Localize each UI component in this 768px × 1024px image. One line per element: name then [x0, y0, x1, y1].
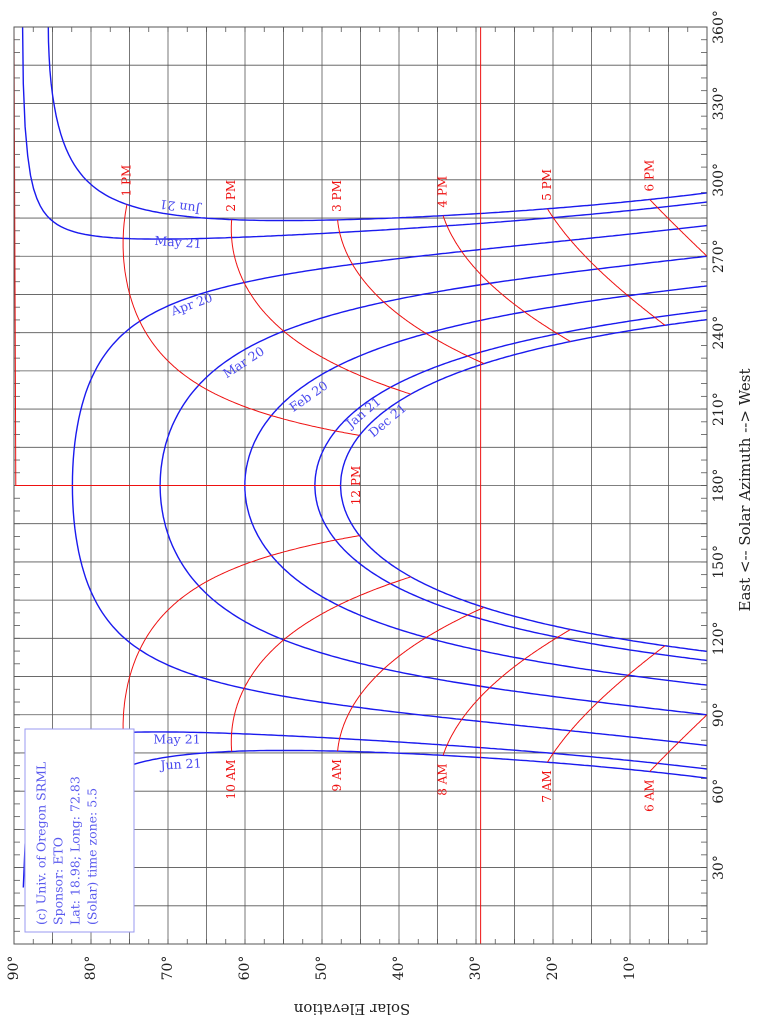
hour-line	[546, 208, 666, 326]
date-curve-jun21	[47, 26, 708, 222]
azimuth-tick-label: 150°	[711, 545, 727, 579]
date-label-mar20: Mar 20	[220, 343, 267, 381]
hour-line	[442, 215, 571, 342]
azimuth-tick-label: 90°	[711, 702, 727, 727]
plot-frame	[13, 26, 708, 945]
date-label-jun21-bottom: Jun 21	[158, 755, 202, 772]
azimuth-tick-label: 300°	[711, 163, 727, 197]
credit-line-4: (Solar) time zone: 5.5	[85, 788, 100, 925]
hour-line	[122, 535, 360, 767]
hour-label: 10 AM	[224, 759, 238, 799]
date-label-jun21-top: Jun 21	[159, 197, 204, 218]
date-label-may21-bottom: May 21	[153, 732, 200, 747]
elevation-tick-label: 50°	[314, 956, 330, 981]
date-curve-may21	[21, 26, 708, 240]
azimuth-tick-label: 270°	[711, 239, 727, 273]
date-label-may21-top: May 21	[154, 233, 202, 251]
hour-line	[546, 645, 666, 763]
hour-line	[337, 606, 485, 752]
azimuth-tick-label: 240°	[711, 316, 727, 350]
azimuth-axis-title: East <-- Solar Azimuth --> West	[736, 369, 754, 612]
hour-line	[230, 219, 411, 395]
hour-line	[649, 199, 708, 257]
elevation-axis-title: Solar Elevation	[293, 1000, 410, 1018]
azimuth-tick-label: 210°	[711, 392, 727, 426]
hour-label: 7 AM	[540, 770, 554, 802]
elevation-tick-label: 10°	[622, 956, 638, 981]
hour-line	[122, 204, 360, 436]
azimuth-tick-label: 30°	[711, 855, 727, 880]
azimuth-tick-label: 60°	[711, 779, 727, 804]
hour-label: 12 PM	[349, 466, 363, 505]
date-curve-jun21	[47, 749, 708, 930]
date-curve-may21	[22, 731, 708, 888]
hour-label: 5 PM	[540, 169, 554, 201]
credit-line-1: (c) Univ. of Oregon SRML	[34, 762, 49, 925]
credit-box: (c) Univ. of Oregon SRML Sponsor: ETO La…	[24, 728, 135, 933]
hour-label: 9 AM	[330, 759, 344, 791]
azimuth-tick-label: 360°	[711, 10, 727, 44]
elevation-tick-label: 90°	[6, 956, 22, 981]
hour-label: 1 PM	[119, 165, 133, 197]
azimuth-tick-label: 120°	[711, 621, 727, 655]
hour-line	[337, 219, 485, 365]
hour-line	[13, 26, 341, 486]
hour-line	[649, 714, 708, 772]
elevation-tick-label: 70°	[160, 956, 176, 981]
azimuth-tick-label: 330°	[711, 87, 727, 121]
elevation-tick-label: 20°	[545, 956, 561, 981]
elevation-tick-label: 40°	[391, 956, 407, 981]
hour-label: 8 AM	[436, 763, 450, 795]
hour-label: 6 AM	[642, 780, 656, 812]
elevation-tick-label: 60°	[237, 956, 253, 981]
date-label-apr20: Apr 20	[168, 290, 214, 319]
hour-label: 3 PM	[330, 180, 344, 212]
hour-label: 4 PM	[436, 176, 450, 208]
elevation-tick-label: 80°	[83, 956, 99, 981]
credit-line-3: Lat: 18.98; Long: 72.83	[68, 776, 83, 925]
azimuth-tick-label: 180°	[711, 469, 727, 503]
hour-label: 2 PM	[224, 180, 238, 212]
credit-line-2: Sponsor: ETO	[51, 837, 66, 925]
hour-line	[230, 576, 411, 752]
elevation-tick-label: 30°	[468, 956, 484, 981]
hour-line	[442, 629, 571, 756]
hour-label: 6 PM	[642, 160, 656, 192]
hour-lines: 6 AM 7 AM 8 AM 9 AM 10 AM 12 PM 1 PM 2 PM 3 PM 4 …	[13, 26, 708, 944]
